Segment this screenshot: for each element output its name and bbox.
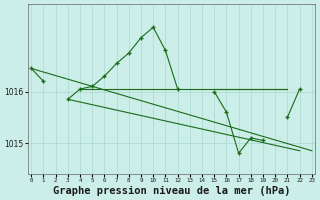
X-axis label: Graphe pression niveau de la mer (hPa): Graphe pression niveau de la mer (hPa) (53, 186, 290, 196)
